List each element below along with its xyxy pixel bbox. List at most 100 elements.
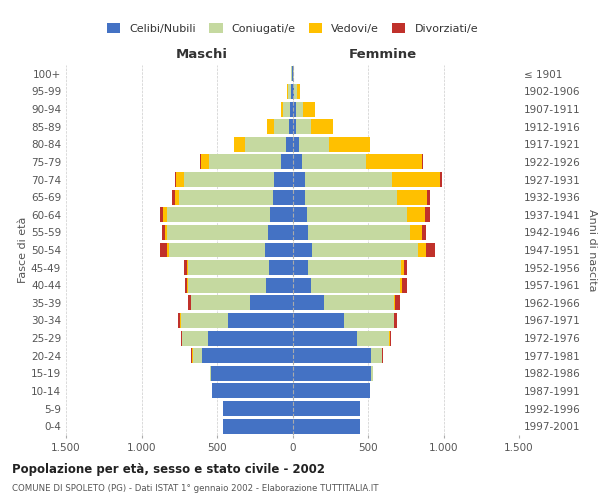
- Bar: [267, 119, 274, 134]
- Bar: [250, 296, 293, 310]
- Bar: [176, 172, 184, 187]
- Bar: [180, 313, 181, 328]
- Bar: [187, 278, 188, 292]
- Bar: [311, 119, 333, 134]
- Bar: [367, 154, 422, 170]
- Y-axis label: Anni di nascita: Anni di nascita: [587, 209, 597, 291]
- Bar: [390, 330, 391, 345]
- Text: Popolazione per età, sesso e stato civile - 2002: Popolazione per età, sesso e stato civil…: [12, 462, 325, 475]
- Bar: [208, 330, 293, 345]
- Bar: [394, 296, 395, 310]
- Bar: [305, 172, 392, 187]
- Bar: [293, 330, 358, 345]
- Bar: [182, 330, 208, 345]
- Bar: [296, 119, 311, 134]
- Bar: [293, 190, 305, 204]
- Bar: [178, 313, 180, 328]
- Bar: [294, 84, 297, 99]
- Bar: [324, 296, 394, 310]
- Bar: [193, 348, 202, 363]
- Bar: [371, 366, 373, 381]
- Bar: [293, 242, 312, 258]
- Bar: [172, 190, 175, 204]
- Bar: [191, 348, 192, 363]
- Bar: [281, 102, 283, 116]
- Bar: [418, 242, 426, 258]
- Bar: [440, 172, 442, 187]
- Bar: [201, 154, 209, 170]
- Bar: [273, 190, 293, 204]
- Bar: [404, 260, 407, 275]
- Bar: [283, 102, 290, 116]
- Bar: [184, 260, 187, 275]
- Bar: [394, 313, 397, 328]
- Bar: [167, 208, 270, 222]
- Bar: [289, 119, 293, 134]
- Bar: [292, 66, 293, 82]
- Bar: [293, 384, 370, 398]
- Bar: [192, 348, 193, 363]
- Bar: [287, 84, 288, 99]
- Bar: [223, 401, 293, 416]
- Bar: [181, 330, 182, 345]
- Bar: [400, 278, 402, 292]
- Bar: [293, 225, 308, 240]
- Bar: [187, 260, 188, 275]
- Bar: [425, 208, 430, 222]
- Bar: [329, 137, 370, 152]
- Legend: Celibi/Nubili, Coniugati/e, Vedovi/e, Divorziati/e: Celibi/Nubili, Coniugati/e, Vedovi/e, Di…: [103, 19, 482, 38]
- Text: Femmine: Femmine: [349, 48, 417, 62]
- Bar: [382, 348, 383, 363]
- Text: COMUNE DI SPOLETO (PG) - Dati ISTAT 1° gennaio 2002 - Elaborazione TUTTITALIA.IT: COMUNE DI SPOLETO (PG) - Dati ISTAT 1° g…: [12, 484, 379, 493]
- Bar: [293, 278, 311, 292]
- Bar: [167, 225, 268, 240]
- Bar: [266, 278, 293, 292]
- Bar: [303, 102, 315, 116]
- Bar: [422, 225, 426, 240]
- Bar: [293, 172, 305, 187]
- Bar: [269, 260, 293, 275]
- Bar: [311, 278, 400, 292]
- Bar: [188, 296, 191, 310]
- Bar: [293, 102, 296, 116]
- Bar: [223, 418, 293, 434]
- Bar: [293, 260, 308, 275]
- Bar: [270, 208, 293, 222]
- Bar: [293, 313, 344, 328]
- Bar: [293, 208, 307, 222]
- Bar: [245, 137, 286, 152]
- Bar: [293, 366, 371, 381]
- Bar: [307, 208, 407, 222]
- Bar: [200, 154, 201, 170]
- Bar: [297, 84, 300, 99]
- Bar: [212, 384, 293, 398]
- Bar: [268, 225, 293, 240]
- Bar: [293, 296, 324, 310]
- Bar: [312, 242, 418, 258]
- Bar: [293, 84, 294, 99]
- Bar: [293, 418, 361, 434]
- Bar: [175, 190, 179, 204]
- Bar: [160, 242, 167, 258]
- Bar: [293, 348, 371, 363]
- Y-axis label: Fasce di età: Fasce di età: [18, 217, 28, 283]
- Bar: [227, 313, 293, 328]
- Bar: [427, 190, 430, 204]
- Bar: [293, 401, 361, 416]
- Bar: [169, 242, 265, 258]
- Bar: [389, 330, 390, 345]
- Bar: [281, 154, 293, 170]
- Bar: [395, 296, 400, 310]
- Bar: [371, 348, 382, 363]
- Bar: [188, 278, 266, 292]
- Bar: [210, 366, 211, 381]
- Bar: [288, 84, 291, 99]
- Bar: [290, 102, 293, 116]
- Bar: [308, 260, 401, 275]
- Bar: [302, 154, 367, 170]
- Bar: [184, 172, 274, 187]
- Bar: [191, 296, 250, 310]
- Bar: [293, 154, 302, 170]
- Bar: [274, 172, 293, 187]
- Bar: [165, 225, 167, 240]
